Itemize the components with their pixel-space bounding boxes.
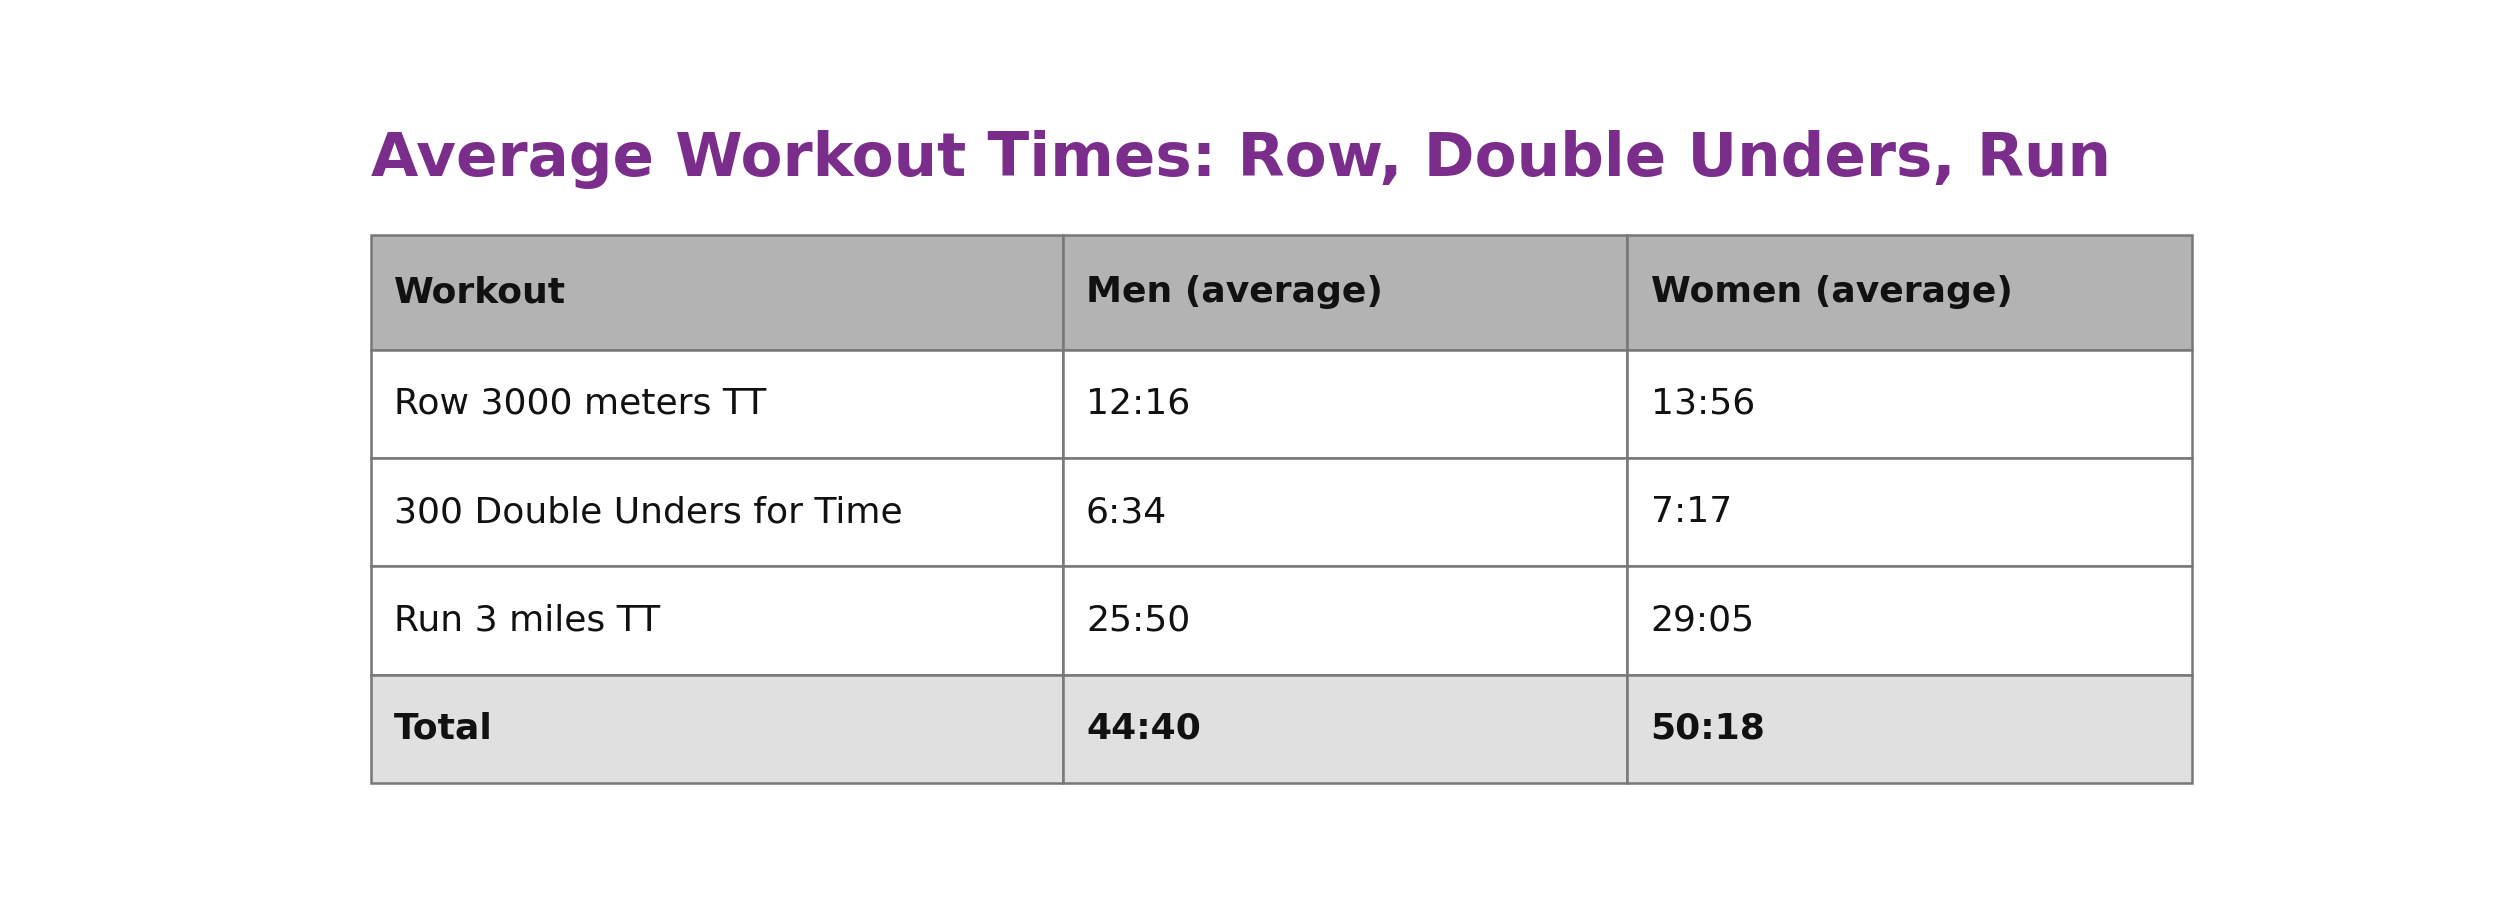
Text: 44:40: 44:40	[1085, 712, 1200, 746]
Text: Total: Total	[395, 712, 492, 746]
Bar	[1062, 566, 1628, 675]
Text: 6:34: 6:34	[1085, 495, 1168, 529]
Bar	[370, 566, 1062, 675]
Text: 13:56: 13:56	[1650, 387, 1755, 421]
Bar	[370, 235, 1062, 350]
Bar	[1628, 458, 2192, 566]
Text: Men (average): Men (average)	[1085, 275, 1382, 309]
Bar	[370, 675, 1062, 783]
Text: 7:17: 7:17	[1650, 495, 1732, 529]
Text: 50:18: 50:18	[1650, 712, 1765, 746]
Bar	[1062, 350, 1628, 458]
Text: Row 3000 meters TT: Row 3000 meters TT	[395, 387, 765, 421]
Bar	[1628, 675, 2192, 783]
Text: 29:05: 29:05	[1650, 603, 1755, 638]
Text: 300 Double Unders for Time: 300 Double Unders for Time	[395, 495, 902, 529]
Bar	[1062, 675, 1628, 783]
Text: Run 3 miles TT: Run 3 miles TT	[395, 603, 660, 638]
Bar	[1628, 350, 2192, 458]
Bar	[1628, 566, 2192, 675]
Text: Women (average): Women (average)	[1650, 275, 2012, 309]
Bar	[370, 458, 1062, 566]
Bar	[1062, 235, 1628, 350]
Bar	[370, 350, 1062, 458]
Text: 12:16: 12:16	[1085, 387, 1190, 421]
Bar	[1062, 458, 1628, 566]
Bar	[1628, 235, 2192, 350]
Text: Average Workout Times: Row, Double Unders, Run: Average Workout Times: Row, Double Under…	[370, 130, 2110, 189]
Text: Workout: Workout	[395, 275, 565, 309]
Text: 25:50: 25:50	[1085, 603, 1190, 638]
